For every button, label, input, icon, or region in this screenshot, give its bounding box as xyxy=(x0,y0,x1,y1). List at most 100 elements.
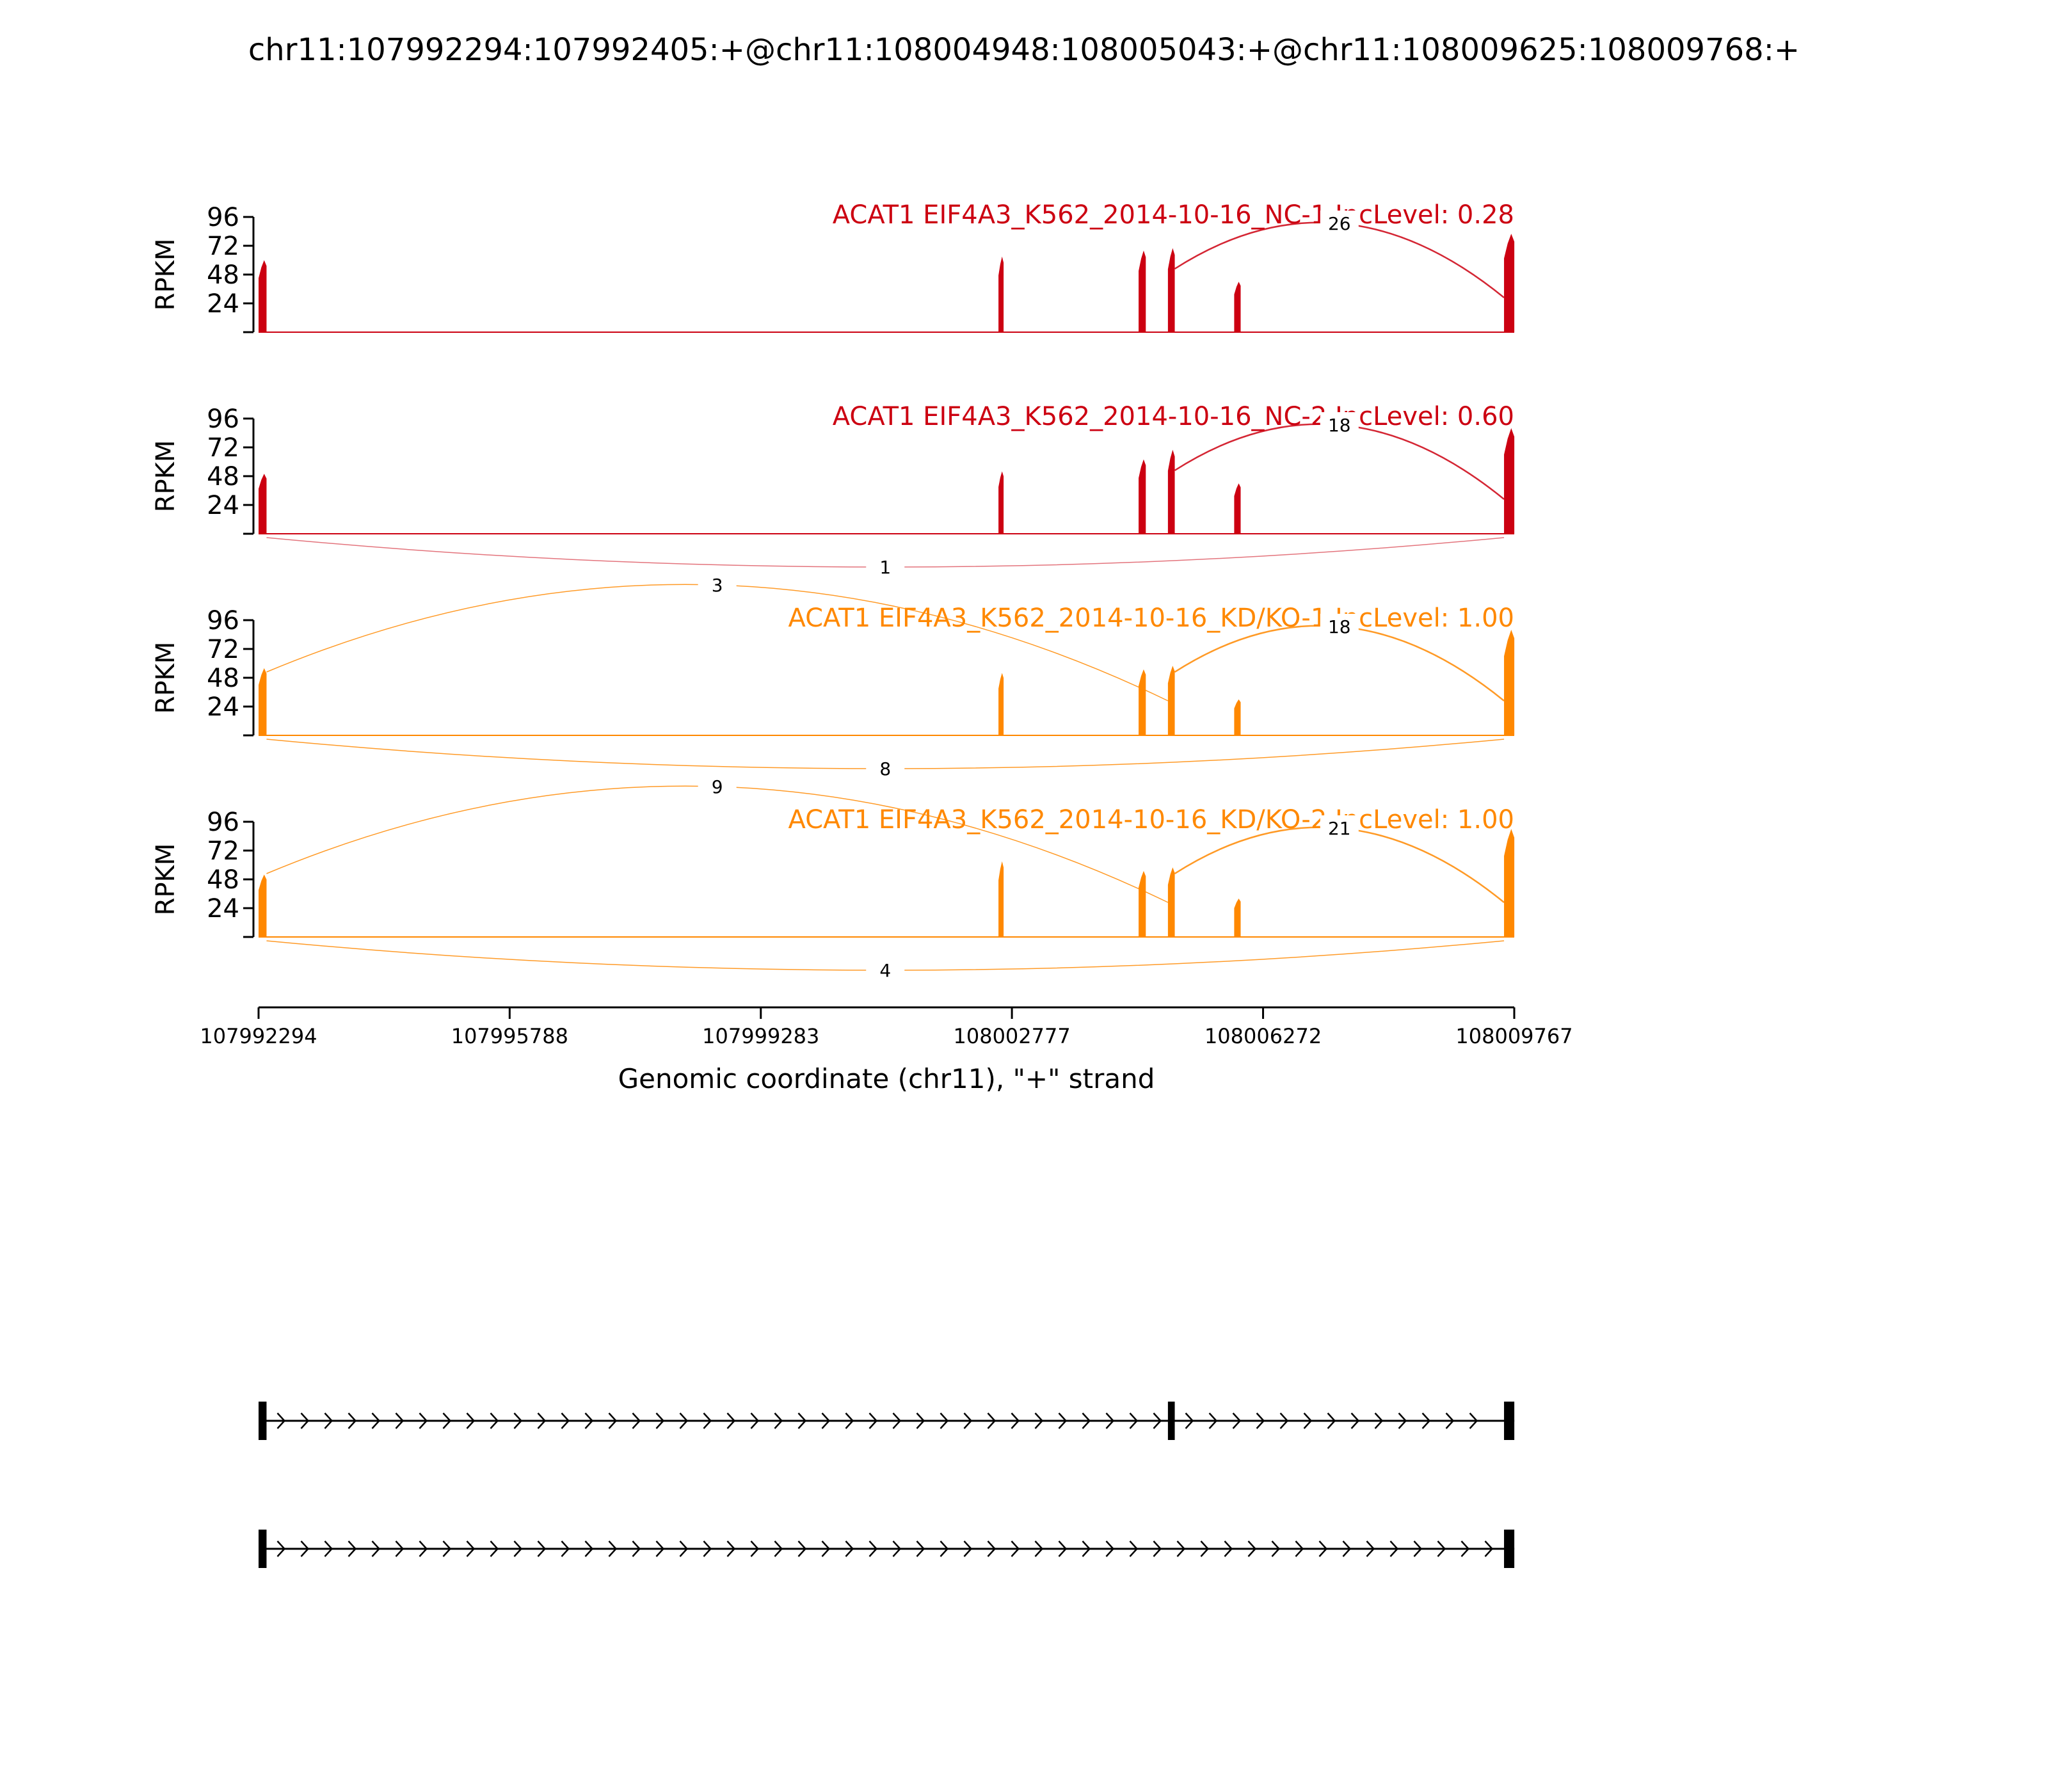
strand-arrow xyxy=(1256,1412,1265,1429)
strand-arrow xyxy=(324,1412,333,1429)
junction-count: 18 xyxy=(1328,415,1351,436)
x-axis: 107992294 107995788 107999283 108002777 1080… xyxy=(200,1006,1573,1048)
strand-arrow xyxy=(655,1540,665,1557)
strand-arrow xyxy=(300,1412,310,1429)
strand-arrow xyxy=(703,1540,712,1557)
strand-arrow xyxy=(584,1412,594,1429)
strand-arrow xyxy=(703,1412,712,1429)
y-tick-label: 24 xyxy=(207,289,239,319)
strand-arrow xyxy=(442,1540,452,1557)
strand-arrow xyxy=(466,1540,476,1557)
strand-arrow xyxy=(395,1412,404,1429)
strand-arrow xyxy=(395,1540,404,1557)
junction-arc xyxy=(266,785,1169,903)
y-tick-label: 48 xyxy=(207,664,239,693)
strand-arrow xyxy=(1082,1540,1091,1557)
strand-arrow xyxy=(1105,1412,1115,1429)
x-tick-label: 108009767 xyxy=(1455,1024,1572,1048)
coverage-peak xyxy=(1234,282,1241,332)
coverage-peak xyxy=(259,874,267,937)
strand-arrow xyxy=(371,1412,381,1429)
strand-arrow xyxy=(1058,1412,1068,1429)
track-name: ACAT1 EIF4A3_K562_2014-10-16_KD/KO-1 Inc… xyxy=(788,604,1514,633)
strand-arrow xyxy=(276,1540,286,1557)
junction-label-bg xyxy=(866,554,905,577)
junction-count: 8 xyxy=(879,758,891,780)
strand-arrow xyxy=(940,1540,949,1557)
strand-arrow xyxy=(1129,1540,1139,1557)
strand-arrow xyxy=(1303,1412,1313,1429)
y-tick-label: 96 xyxy=(207,404,239,434)
track-name: ACAT1 EIF4A3_K562_2014-10-16_NC-1 IncLev… xyxy=(833,200,1514,230)
strand-arrow xyxy=(916,1412,925,1429)
junction-label-bg xyxy=(866,756,905,779)
strand-arrow xyxy=(371,1540,381,1557)
strand-arrow xyxy=(490,1412,499,1429)
strand-arrow xyxy=(1129,1412,1139,1429)
strand-arrow xyxy=(1318,1540,1328,1557)
strand-arrow xyxy=(916,1540,925,1557)
y-tick-label: 96 xyxy=(207,808,239,837)
coverage-peak xyxy=(1139,870,1146,937)
strand-arrow xyxy=(797,1412,807,1429)
strand-arrow xyxy=(940,1412,949,1429)
y-tick-label: 96 xyxy=(207,203,239,232)
strand-arrow xyxy=(750,1540,760,1557)
strand-arrow xyxy=(1208,1412,1218,1429)
strand-arrow xyxy=(1153,1412,1162,1429)
strand-arrow xyxy=(726,1412,736,1429)
strand-arrow xyxy=(821,1412,831,1429)
strand-arrow xyxy=(774,1412,783,1429)
junction-count: 3 xyxy=(712,575,723,596)
y-axis-label: RPKM xyxy=(151,239,180,311)
exon-block xyxy=(259,1530,267,1568)
junction-count: 21 xyxy=(1328,818,1351,839)
strand-arrow xyxy=(1421,1412,1431,1429)
junction-count: 9 xyxy=(712,776,723,797)
strand-arrow xyxy=(1437,1540,1446,1557)
junction-label-bg xyxy=(1320,614,1359,637)
strand-arrow xyxy=(845,1412,854,1429)
strand-arrow xyxy=(1011,1412,1020,1429)
exon-block xyxy=(1504,1402,1515,1440)
junction-label-bg xyxy=(698,774,737,797)
y-tick-label: 72 xyxy=(207,836,239,866)
strand-arrow xyxy=(726,1540,736,1557)
strand-arrow xyxy=(537,1412,547,1429)
coverage-peak xyxy=(1504,234,1515,332)
transcript-1 xyxy=(259,1402,1515,1440)
strand-arrow xyxy=(1176,1540,1186,1557)
strand-arrow xyxy=(490,1540,499,1557)
coverage-peak xyxy=(1234,699,1241,735)
strand-arrow xyxy=(537,1540,547,1557)
strand-arrow xyxy=(442,1412,452,1429)
strand-arrow xyxy=(348,1412,357,1429)
strand-arrow xyxy=(419,1412,428,1429)
coverage-peak xyxy=(1234,483,1241,534)
strand-arrow xyxy=(1366,1540,1375,1557)
track-name: ACAT1 EIF4A3_K562_2014-10-16_NC-2 IncLev… xyxy=(833,402,1514,431)
coverage-peak xyxy=(259,474,267,534)
strand-arrow xyxy=(963,1540,973,1557)
strand-arrow xyxy=(632,1540,641,1557)
strand-arrow xyxy=(1374,1412,1384,1429)
strand-arrow xyxy=(1342,1540,1352,1557)
y-tick-label: 24 xyxy=(207,894,239,924)
chart-title: chr11:107992294:107992405:+@chr11:108004… xyxy=(248,32,1800,68)
exon-block xyxy=(1504,1530,1515,1568)
y-tick-label: 72 xyxy=(207,635,239,664)
strand-arrow xyxy=(348,1540,357,1557)
junction-label-bg xyxy=(1320,211,1359,234)
strand-arrow xyxy=(466,1412,476,1429)
strand-arrow xyxy=(1247,1540,1257,1557)
x-tick-label: 108006272 xyxy=(1204,1024,1322,1048)
strand-arrow xyxy=(868,1412,878,1429)
junction-count: 4 xyxy=(879,960,891,981)
coverage-peak xyxy=(259,260,267,332)
x-tick-label: 107999283 xyxy=(702,1024,819,1048)
x-axis-label: Genomic coordinate (chr11), "+" strand xyxy=(618,1063,1155,1094)
strand-arrow xyxy=(1469,1412,1478,1429)
coverage-peak xyxy=(1167,449,1175,534)
transcript-2 xyxy=(259,1530,1515,1568)
